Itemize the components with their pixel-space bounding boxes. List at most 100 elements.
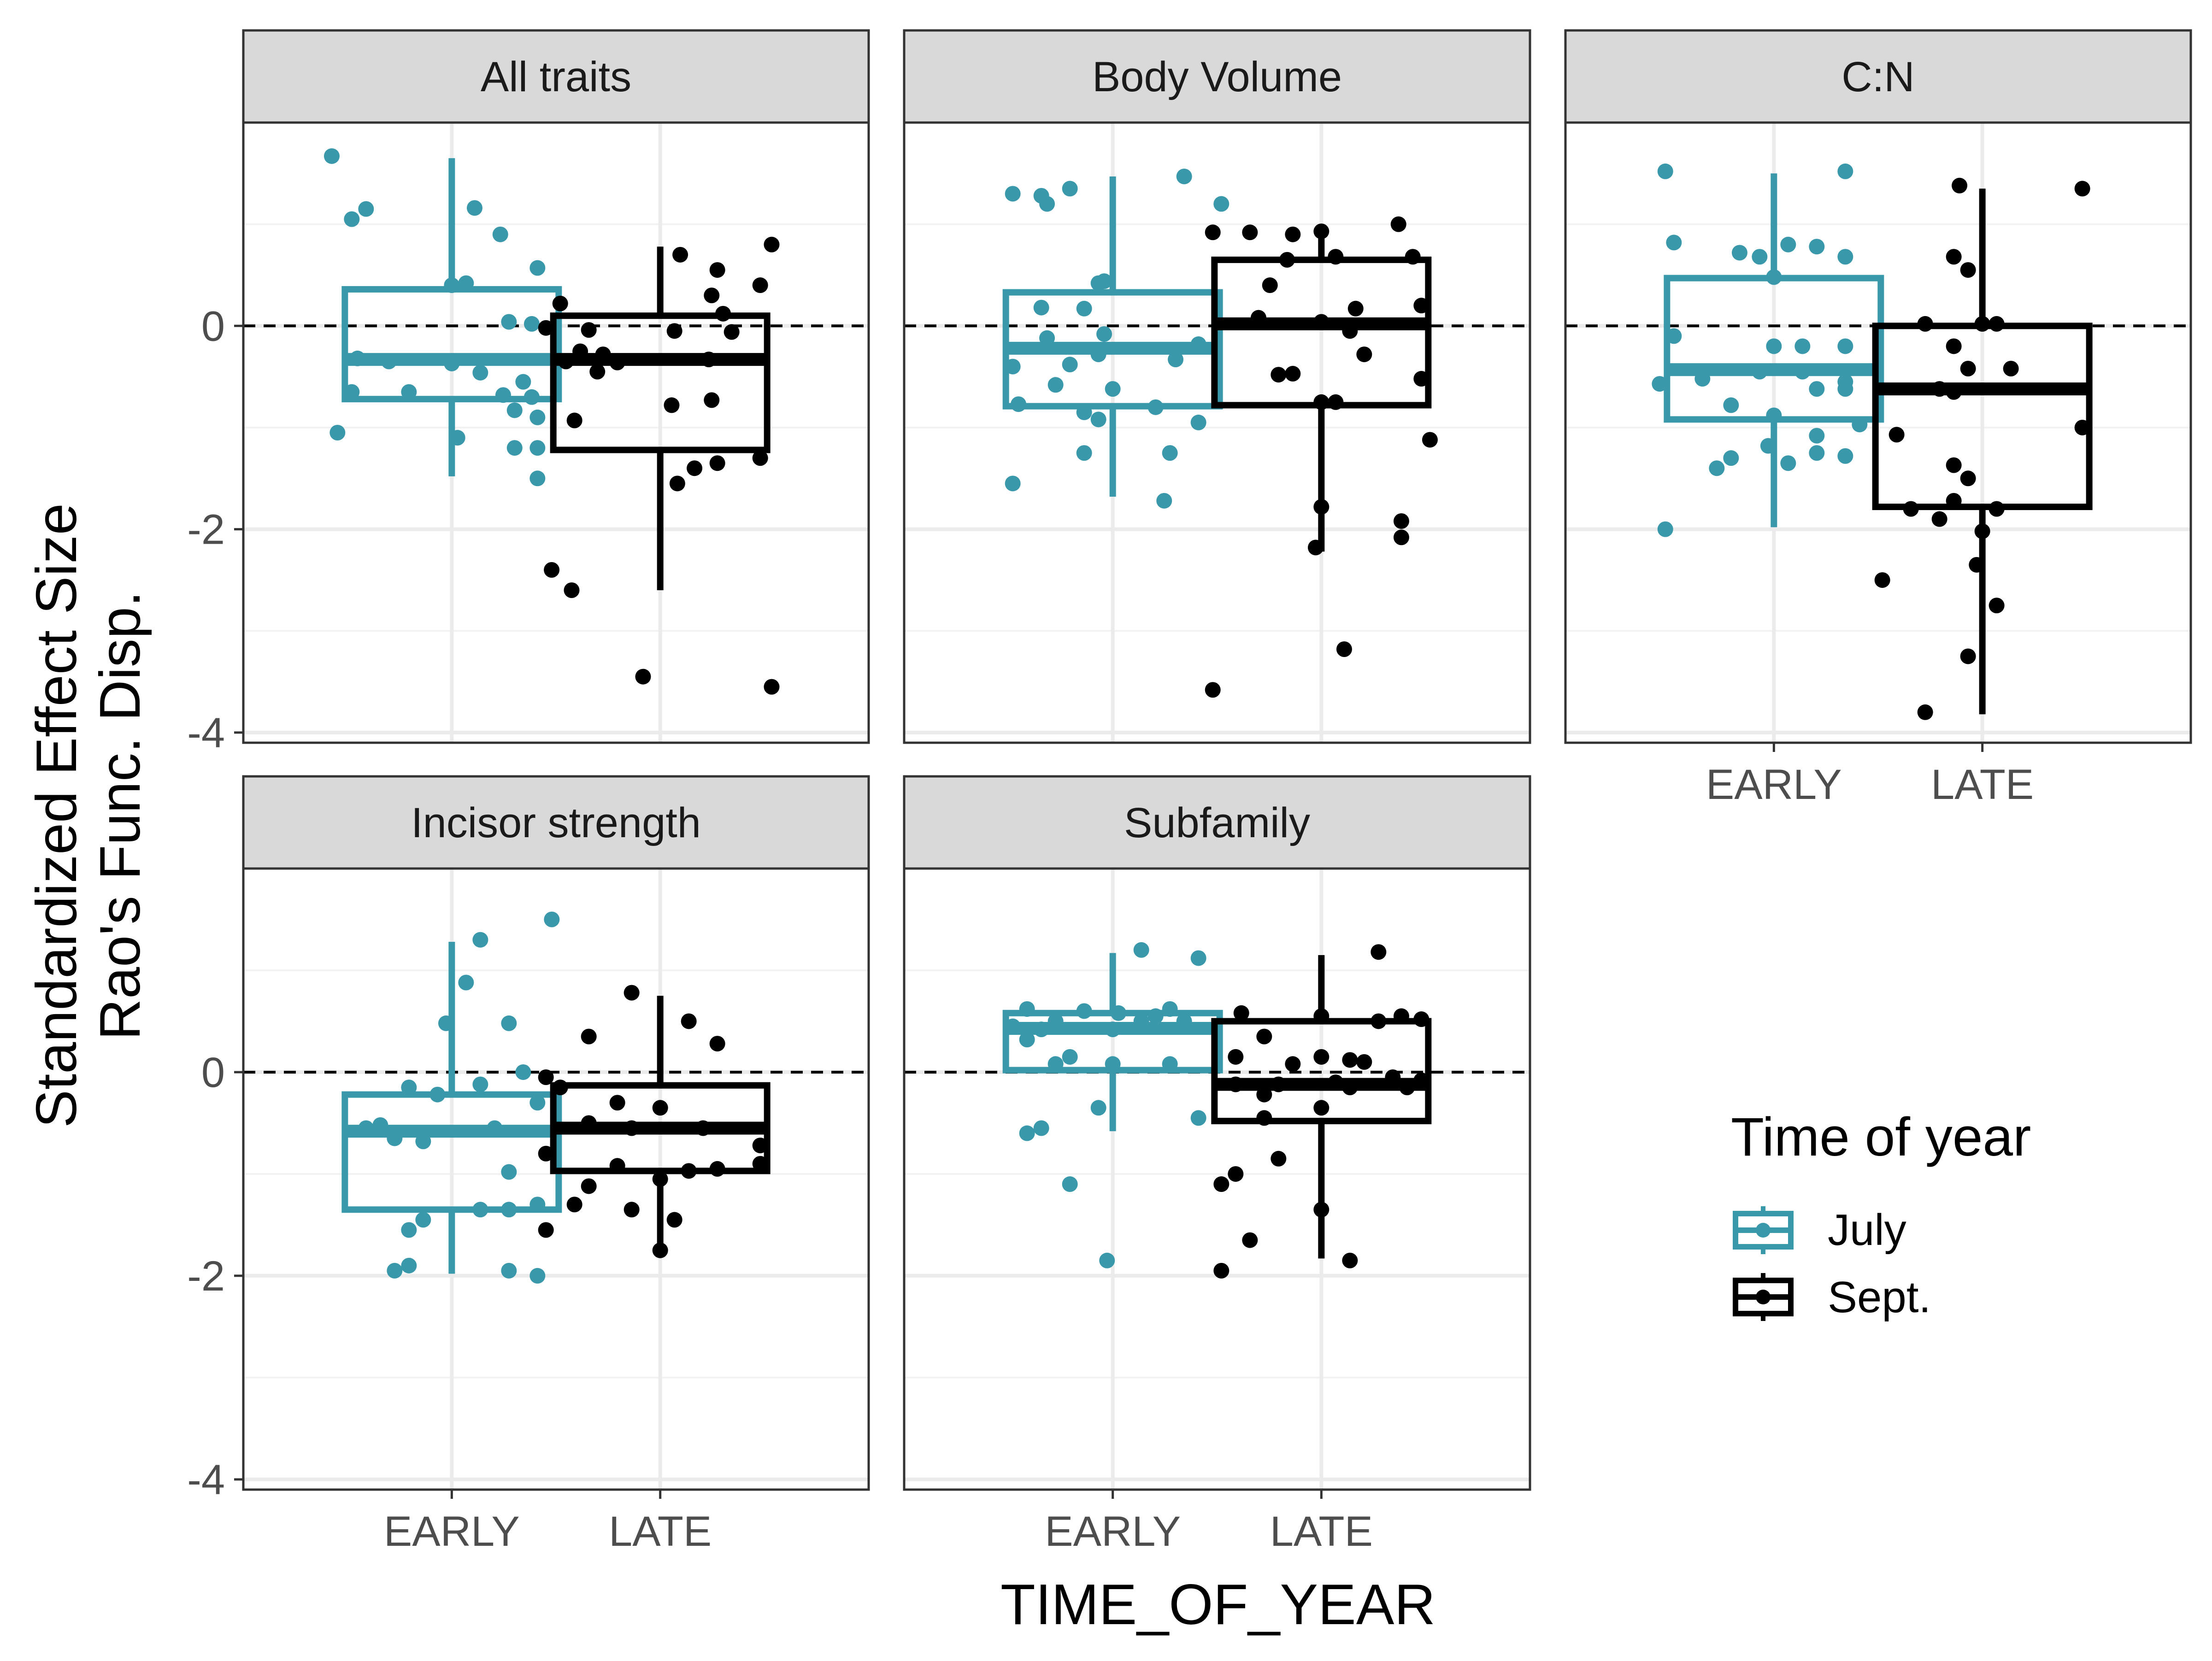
data-point [401, 1257, 417, 1274]
data-point [1952, 177, 1968, 194]
legend-keys [1733, 1206, 1794, 1321]
data-point [492, 226, 508, 242]
data-point [1413, 1072, 1430, 1088]
data-point [1090, 1100, 1106, 1116]
data-point [1062, 1176, 1078, 1192]
data-point [709, 1161, 725, 1177]
data-point [1133, 942, 1149, 958]
data-point [1111, 1005, 1127, 1021]
legend-key-sept [1733, 1273, 1794, 1321]
data-point [501, 1015, 517, 1031]
data-point [566, 1197, 582, 1213]
data-point [1917, 704, 1933, 720]
data-point [1752, 249, 1768, 265]
data-point [1076, 445, 1092, 461]
data-point [1147, 1008, 1164, 1024]
legend-label-july: July [1828, 1205, 1906, 1255]
y-axis-title: Standardized Effect Size Rao's Func. Dis… [25, 503, 152, 1128]
data-point [1413, 1011, 1430, 1027]
data-point [1313, 1008, 1330, 1024]
data-point [1666, 235, 1682, 251]
data-point [1047, 1056, 1064, 1072]
data-point [344, 211, 360, 227]
data-point [501, 1262, 517, 1279]
strip-label: Subfamily [1124, 799, 1310, 846]
data-point [564, 582, 580, 599]
y-tick-label: 0 [201, 303, 225, 350]
data-point [1988, 501, 2005, 517]
boxplot-late [1211, 944, 1432, 1279]
data-point [544, 911, 560, 927]
data-point [529, 1095, 546, 1111]
data-point [1399, 1080, 1415, 1096]
data-point [1960, 648, 1976, 664]
data-point [764, 679, 780, 695]
data-point [1917, 316, 1933, 332]
panel-border [1564, 121, 2192, 744]
data-point [1019, 1032, 1035, 1048]
data-point [1162, 445, 1178, 461]
data-point [2003, 360, 2019, 376]
data-point [558, 353, 574, 370]
data-point [515, 374, 531, 390]
data-point [1969, 557, 1985, 573]
panel-all-traits: All traits 0 -2 -4 [187, 29, 870, 757]
data-point [652, 1242, 668, 1258]
y-tick-label: 0 [201, 1049, 225, 1096]
data-point [1190, 950, 1206, 966]
data-point [1090, 411, 1106, 428]
data-point [501, 1202, 517, 1218]
data-point [1988, 316, 2005, 332]
data-point [1809, 428, 1825, 444]
data-point [544, 562, 560, 578]
data-point [1356, 1054, 1372, 1070]
data-point [1752, 364, 1768, 380]
data-point [709, 1036, 725, 1052]
data-point [1931, 511, 1947, 527]
data-point [1105, 1021, 1121, 1038]
data-point [1837, 249, 1853, 265]
data-point [1413, 371, 1430, 387]
data-point [624, 985, 640, 1001]
data-point [501, 1164, 517, 1180]
data-point [401, 1222, 417, 1238]
boxplot-early [1002, 942, 1223, 1268]
data-point [1285, 366, 1301, 382]
strip-label: All traits [481, 53, 631, 100]
data-point [2074, 419, 2090, 435]
data-point [1342, 1252, 1358, 1268]
data-point [566, 412, 582, 428]
data-point [1133, 1013, 1149, 1029]
data-point [589, 364, 606, 380]
data-point [472, 1076, 488, 1092]
strip-label: Body Volume [1092, 53, 1342, 100]
data-point [1888, 427, 1905, 443]
data-point [1356, 346, 1372, 363]
data-point [1313, 1202, 1330, 1218]
y-tick-label: -2 [187, 506, 225, 553]
data-point [1285, 1056, 1301, 1072]
data-point [666, 323, 682, 339]
data-point [529, 470, 546, 487]
data-point [1176, 1013, 1192, 1029]
y-tick-label: -4 [187, 710, 225, 757]
data-point [1213, 196, 1230, 212]
data-point [1213, 1262, 1230, 1279]
data-point [401, 1080, 417, 1096]
data-point [387, 1262, 403, 1279]
data-point [401, 384, 417, 400]
x-tick-label: LATE [609, 1508, 712, 1555]
data-point [624, 1202, 640, 1218]
data-point [1342, 1080, 1358, 1096]
data-point [1852, 417, 1868, 433]
data-point [1809, 445, 1825, 461]
data-point [1205, 682, 1221, 698]
data-point [1342, 1052, 1358, 1068]
data-point [1960, 262, 1976, 278]
data-point [1019, 1125, 1035, 1141]
data-point [495, 387, 511, 403]
data-point [709, 262, 725, 278]
data-point [1780, 455, 1796, 471]
